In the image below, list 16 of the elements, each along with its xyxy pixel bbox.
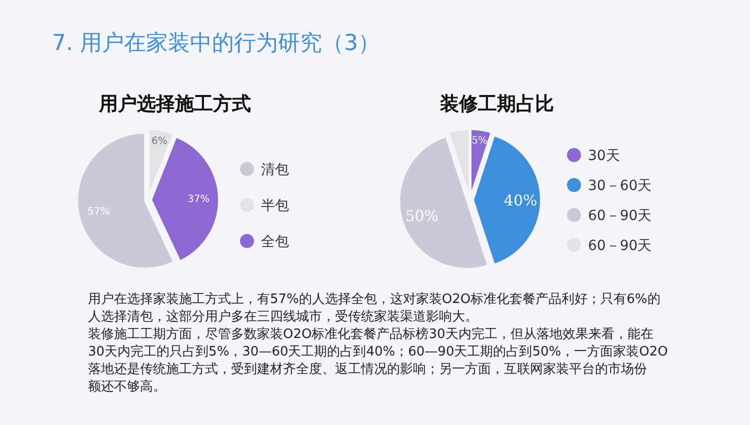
data-label: 6% [151, 136, 168, 147]
legend-label: 清包 [261, 162, 289, 178]
text: 用户在选择家装施工方式上，有57%的人选择全包，这对家装O2O标准化套餐产品利好；只有6%的人选择清包，这部分用户多在三四线城市，受传统家装渠道影响大。 [88, 291, 660, 324]
legend-label: 60－90天 [588, 208, 652, 224]
legend-label: 半包 [261, 198, 289, 214]
text: 装修施工工期方面，尽管多数家装O2O标准化套餐产品标榜30天内完工，但从落地效果来看，能在30天内完工的只占到5%，30—60天工期的占到40%；60—90天工期的占到50%，一方面家装O2O落地还是传统施工方式，受到建材齐全度、返工情况的影响；另一方面，互联网家装平台的市场份额还不够高。 [88, 326, 668, 394]
legend-label: 60－90天 [588, 238, 652, 254]
data-label: 37% [187, 194, 210, 205]
legend-label: 30天 [588, 148, 620, 164]
data-label: 40% [504, 191, 538, 210]
chart-title: 装修工期占比 [439, 93, 554, 115]
data-label: 5% [472, 135, 488, 146]
legend-label: 全包 [261, 234, 289, 250]
legend-label: 30－60天 [588, 178, 652, 194]
chart-title: 用户选择施工方式 [98, 93, 251, 115]
text: 7. 用户在家装中的行为研究（3） [52, 31, 380, 56]
